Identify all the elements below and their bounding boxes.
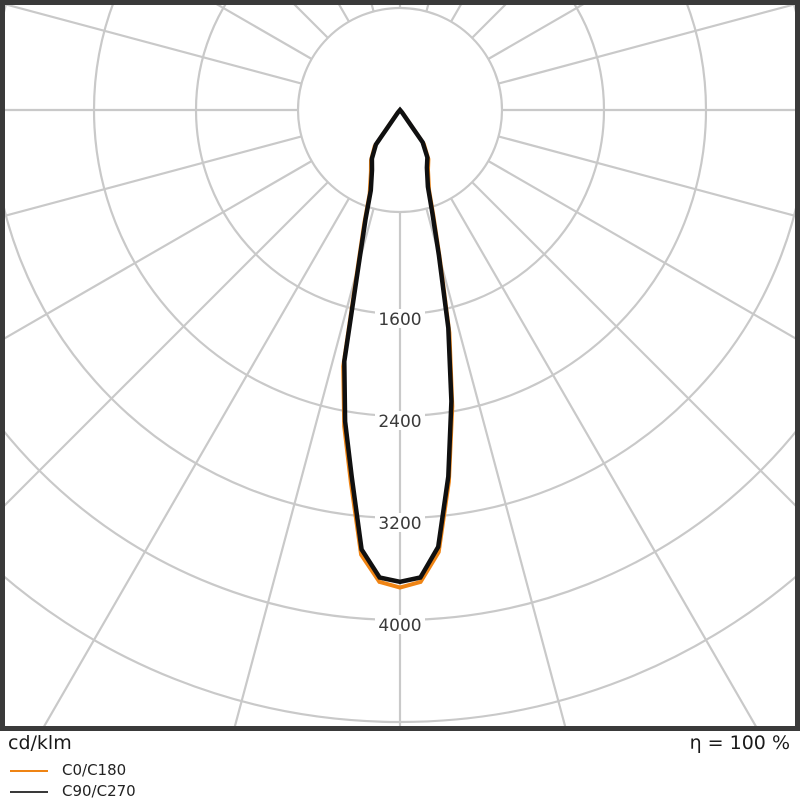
efficiency-label: η = 100 % [690,733,790,754]
legend-label-c0-c180: C0/C180 [62,762,126,779]
legend: C0/C180 C90/C270 [10,761,800,801]
svg-text:4000: 4000 [378,616,421,636]
legend-row-c0-c180: C0/C180 [10,761,800,780]
polar-chart: 1600 2400 3200 4000 [0,0,800,731]
legend-line-icon-c90-c270 [10,791,48,793]
svg-text:3200: 3200 [378,514,421,534]
unit-row: cd/klm η = 100 % [0,731,800,754]
legend-label-c90-c270: C90/C270 [62,783,136,800]
svg-text:2400: 2400 [378,412,421,432]
svg-text:1600: 1600 [378,310,421,330]
legend-row-c90-c270: C90/C270 [10,782,800,801]
legend-line-icon-c0-c180 [10,770,48,772]
unit-label: cd/klm [8,733,72,754]
chart-footer: cd/klm η = 100 % C0/C180 C90/C270 [0,731,800,801]
